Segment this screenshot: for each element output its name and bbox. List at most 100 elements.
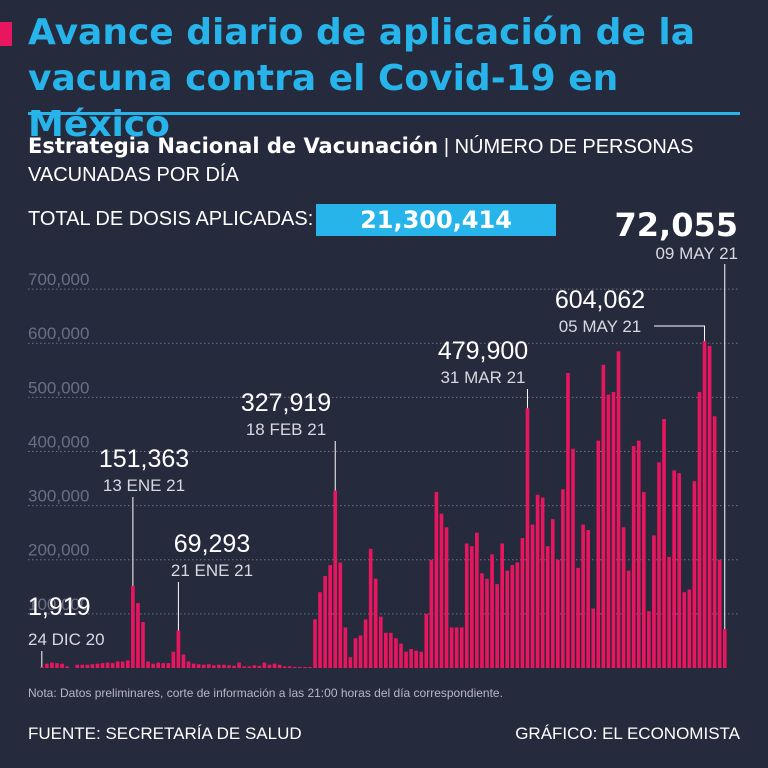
bar: [657, 462, 661, 668]
bar: [394, 638, 398, 668]
bar: [298, 666, 302, 668]
bar: [212, 665, 216, 668]
bar: [616, 351, 621, 668]
credit-label: GRÁFICO: EL ECONOMISTA: [515, 724, 740, 743]
bar: [358, 635, 363, 668]
annotation-value: 69,293: [174, 530, 250, 558]
bar: [110, 663, 115, 668]
bar: [414, 650, 418, 668]
bar: [566, 372, 570, 668]
bar: [262, 662, 267, 668]
bar: [40, 666, 44, 668]
bar: [571, 448, 575, 668]
bar: [464, 543, 469, 668]
bar: [55, 663, 59, 668]
y-tick-label: 700,000: [28, 270, 89, 289]
bar: [606, 394, 611, 668]
bar: [545, 546, 550, 668]
bar: [429, 559, 434, 668]
bar: [176, 630, 181, 668]
bar: [404, 651, 408, 668]
bar: [50, 662, 54, 668]
bar: [556, 559, 560, 668]
bar: [277, 664, 282, 668]
bar: [348, 657, 353, 668]
bar: [621, 527, 626, 668]
y-tick-label: 500,000: [28, 378, 89, 397]
bar: [535, 494, 540, 668]
bar: [237, 662, 241, 668]
annotation-value: 1,919: [28, 593, 91, 621]
bar: [626, 570, 631, 668]
bar: [242, 666, 246, 668]
bar: [80, 664, 85, 668]
annotation-date: 21 ENE 21: [171, 561, 253, 580]
bar: [141, 621, 145, 668]
bar: [672, 470, 676, 668]
bar: [85, 664, 90, 668]
bar: [136, 603, 140, 668]
bar: [323, 575, 327, 668]
bar: [500, 543, 504, 668]
bar: [601, 364, 606, 668]
bar: [206, 664, 211, 668]
bar: [287, 666, 292, 668]
subtitle-strategy: Estrategia Nacional de Vacunación: [28, 134, 439, 158]
bar: [161, 663, 166, 668]
bar: [510, 565, 515, 668]
bar: [490, 554, 494, 668]
bar: [611, 391, 616, 668]
bar: [156, 662, 160, 668]
bar: [60, 663, 64, 668]
bar: [424, 613, 429, 668]
annotation-value: 327,919: [241, 389, 331, 417]
annotation-date: 13 ENE 21: [103, 476, 185, 495]
latest-value: 72,055: [614, 206, 738, 244]
bar: [363, 619, 368, 668]
bar: [586, 529, 590, 668]
subtitle: Estrategia Nacional de Vacunación | NÚME…: [28, 132, 748, 189]
bar: [151, 663, 155, 668]
bar: [591, 608, 596, 668]
bar: [75, 664, 80, 668]
bar: [439, 513, 444, 668]
bar: [378, 616, 383, 668]
bar: [550, 519, 555, 668]
bar: [115, 661, 120, 668]
bar: [662, 418, 666, 668]
bar: [697, 391, 702, 668]
bar: [196, 664, 201, 668]
bar: [636, 440, 641, 668]
bar: [186, 661, 191, 668]
bar: [100, 663, 105, 668]
bar: [232, 665, 236, 668]
bar: [647, 611, 651, 668]
annotation-date: 31 MAR 21: [440, 368, 525, 387]
bar: [252, 665, 257, 668]
bar: [146, 661, 150, 668]
bar: [201, 664, 206, 668]
bar: [328, 565, 332, 668]
bar: [677, 473, 682, 668]
bar: [495, 584, 499, 668]
bar: [596, 440, 601, 668]
bar: [267, 664, 272, 668]
bar: [642, 492, 646, 668]
footnote: Nota: Datos preliminares, corte de infor…: [28, 686, 503, 700]
total-doses-label: TOTAL DE DOSIS APLICADAS:: [28, 208, 314, 230]
bar: [318, 592, 322, 668]
bar: [631, 446, 636, 668]
bar: [171, 651, 176, 668]
bar: [652, 535, 656, 668]
bar: [247, 666, 252, 668]
bar: [166, 663, 171, 668]
bar: [65, 666, 69, 668]
bar: [505, 570, 510, 668]
bar: [105, 662, 110, 668]
bar: [485, 578, 489, 668]
page-title: Avance diario de aplicación de la vacuna…: [28, 12, 696, 145]
bar: [313, 619, 317, 668]
bar: [520, 538, 525, 668]
annotation-value: 151,363: [99, 445, 189, 473]
